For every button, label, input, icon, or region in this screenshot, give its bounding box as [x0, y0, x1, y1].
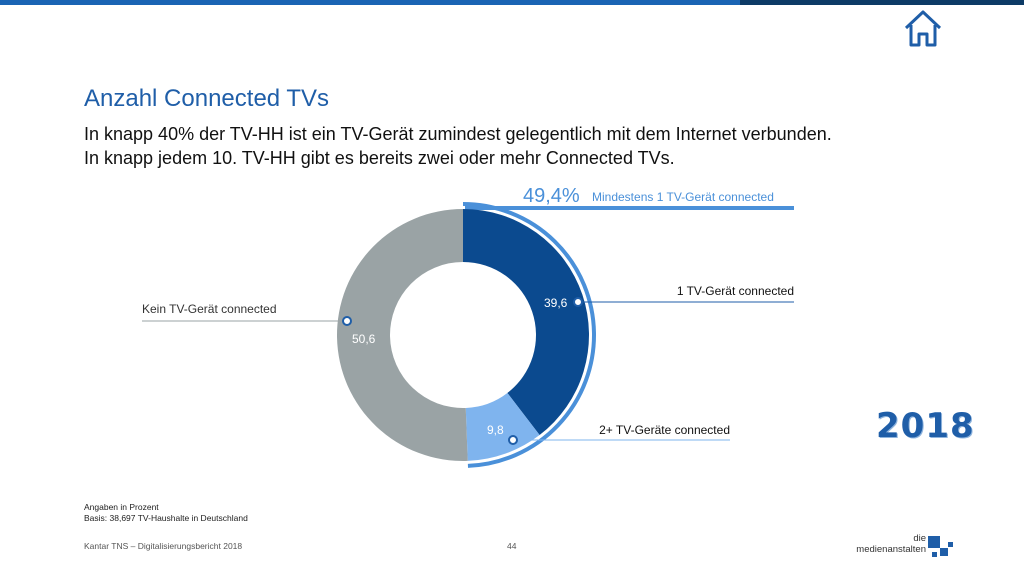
page-number: 44: [507, 541, 517, 551]
slice-no-tv: [337, 209, 468, 461]
year-badge: 2018: [876, 406, 975, 446]
notes-unit: Angaben in Prozent: [84, 502, 159, 512]
slice-one-tv: [463, 209, 590, 436]
category-label-one-tv: 1 TV-Gerät connected: [677, 284, 794, 298]
marker-two-plus-tv: [508, 435, 518, 445]
value-label-two-plus-tv: 9,8: [487, 423, 504, 437]
category-label-two-plus-tv: 2+ TV-Geräte connected: [599, 423, 730, 437]
logo-line-1: die: [913, 533, 926, 544]
notes-base: Basis: 38,697 TV-Haushalte in Deutschlan…: [84, 513, 248, 523]
summary-arc: [462, 202, 596, 468]
logo-mark-icon: [928, 536, 953, 557]
marker-no-tv: [342, 316, 352, 326]
logo-wordmark: die medienanstalten: [848, 533, 926, 555]
category-label-no-tv: Kein TV-Gerät connected: [142, 302, 277, 316]
summary-label: Mindestens 1 TV-Gerät connected: [592, 190, 774, 204]
page-title: Anzahl Connected TVs: [84, 85, 330, 112]
logo-line-2: medienanstalten: [856, 544, 926, 555]
summary-value: 49,4%: [523, 185, 580, 207]
slice-two-plus-tv: [465, 392, 540, 461]
top-accent-bar: [0, 0, 740, 5]
marker-one-tv: [573, 297, 583, 307]
footer-source: Kantar TNS – Digitalisierungsbericht 201…: [84, 541, 243, 551]
value-label-one-tv: 39,6: [544, 296, 568, 310]
value-label-no-tv: 50,6: [352, 332, 376, 346]
top-accent-bar-dark: [740, 0, 1024, 5]
page-subtitle: In knapp 40% der TV-HH ist ein TV-Gerät …: [84, 124, 832, 168]
home-icon[interactable]: [900, 6, 946, 50]
chart-notes: Angaben in Prozent Basis: 38,697 TV-Haus…: [84, 502, 248, 524]
